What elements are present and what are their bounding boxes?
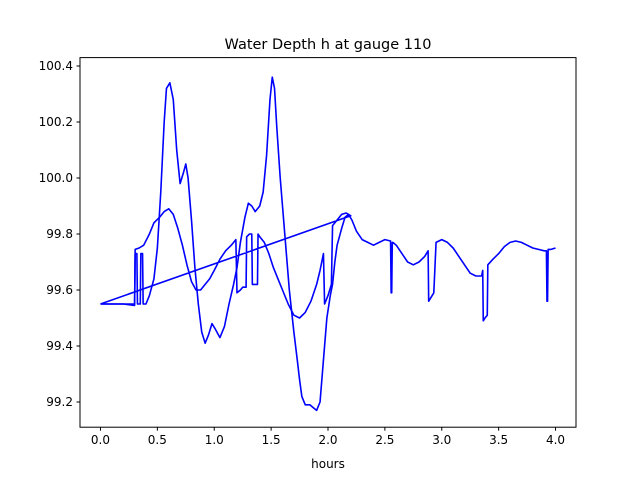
series-line-1 [100,76,556,412]
x-tick-label: 3.0 [432,433,451,447]
x-axis-label: hours [311,457,345,471]
y-tick-label: 99.2 [46,395,73,409]
x-tick-label: 2.5 [375,433,394,447]
x-tick-label: 3.5 [489,433,508,447]
x-tick-label: 1.0 [205,433,224,447]
x-tick-label: 2.0 [318,433,337,447]
y-axis-ticks: 99.2 99.4 99.6 99.8 100.0 100.2 100.4 [39,59,80,409]
y-tick-label: 100.4 [39,59,73,73]
y-tick-label: 99.4 [46,339,73,353]
x-axis-ticks: 0.0 0.5 1.0 1.5 2.0 2.5 3.0 3.5 4.0 [91,427,565,447]
series-lines [100,76,556,412]
y-tick-label: 99.8 [46,227,73,241]
series-line-2 [100,208,352,319]
y-tick-label: 99.6 [46,283,73,297]
x-tick-label: 4.0 [546,433,565,447]
y-tick-label: 100.0 [39,171,73,185]
x-tick-label: 0.5 [148,433,167,447]
chart-title: Water Depth h at gauge 110 [225,37,432,53]
y-tick-label: 100.2 [39,115,73,129]
x-tick-label: 1.5 [262,433,281,447]
x-tick-label: 0.0 [91,433,110,447]
